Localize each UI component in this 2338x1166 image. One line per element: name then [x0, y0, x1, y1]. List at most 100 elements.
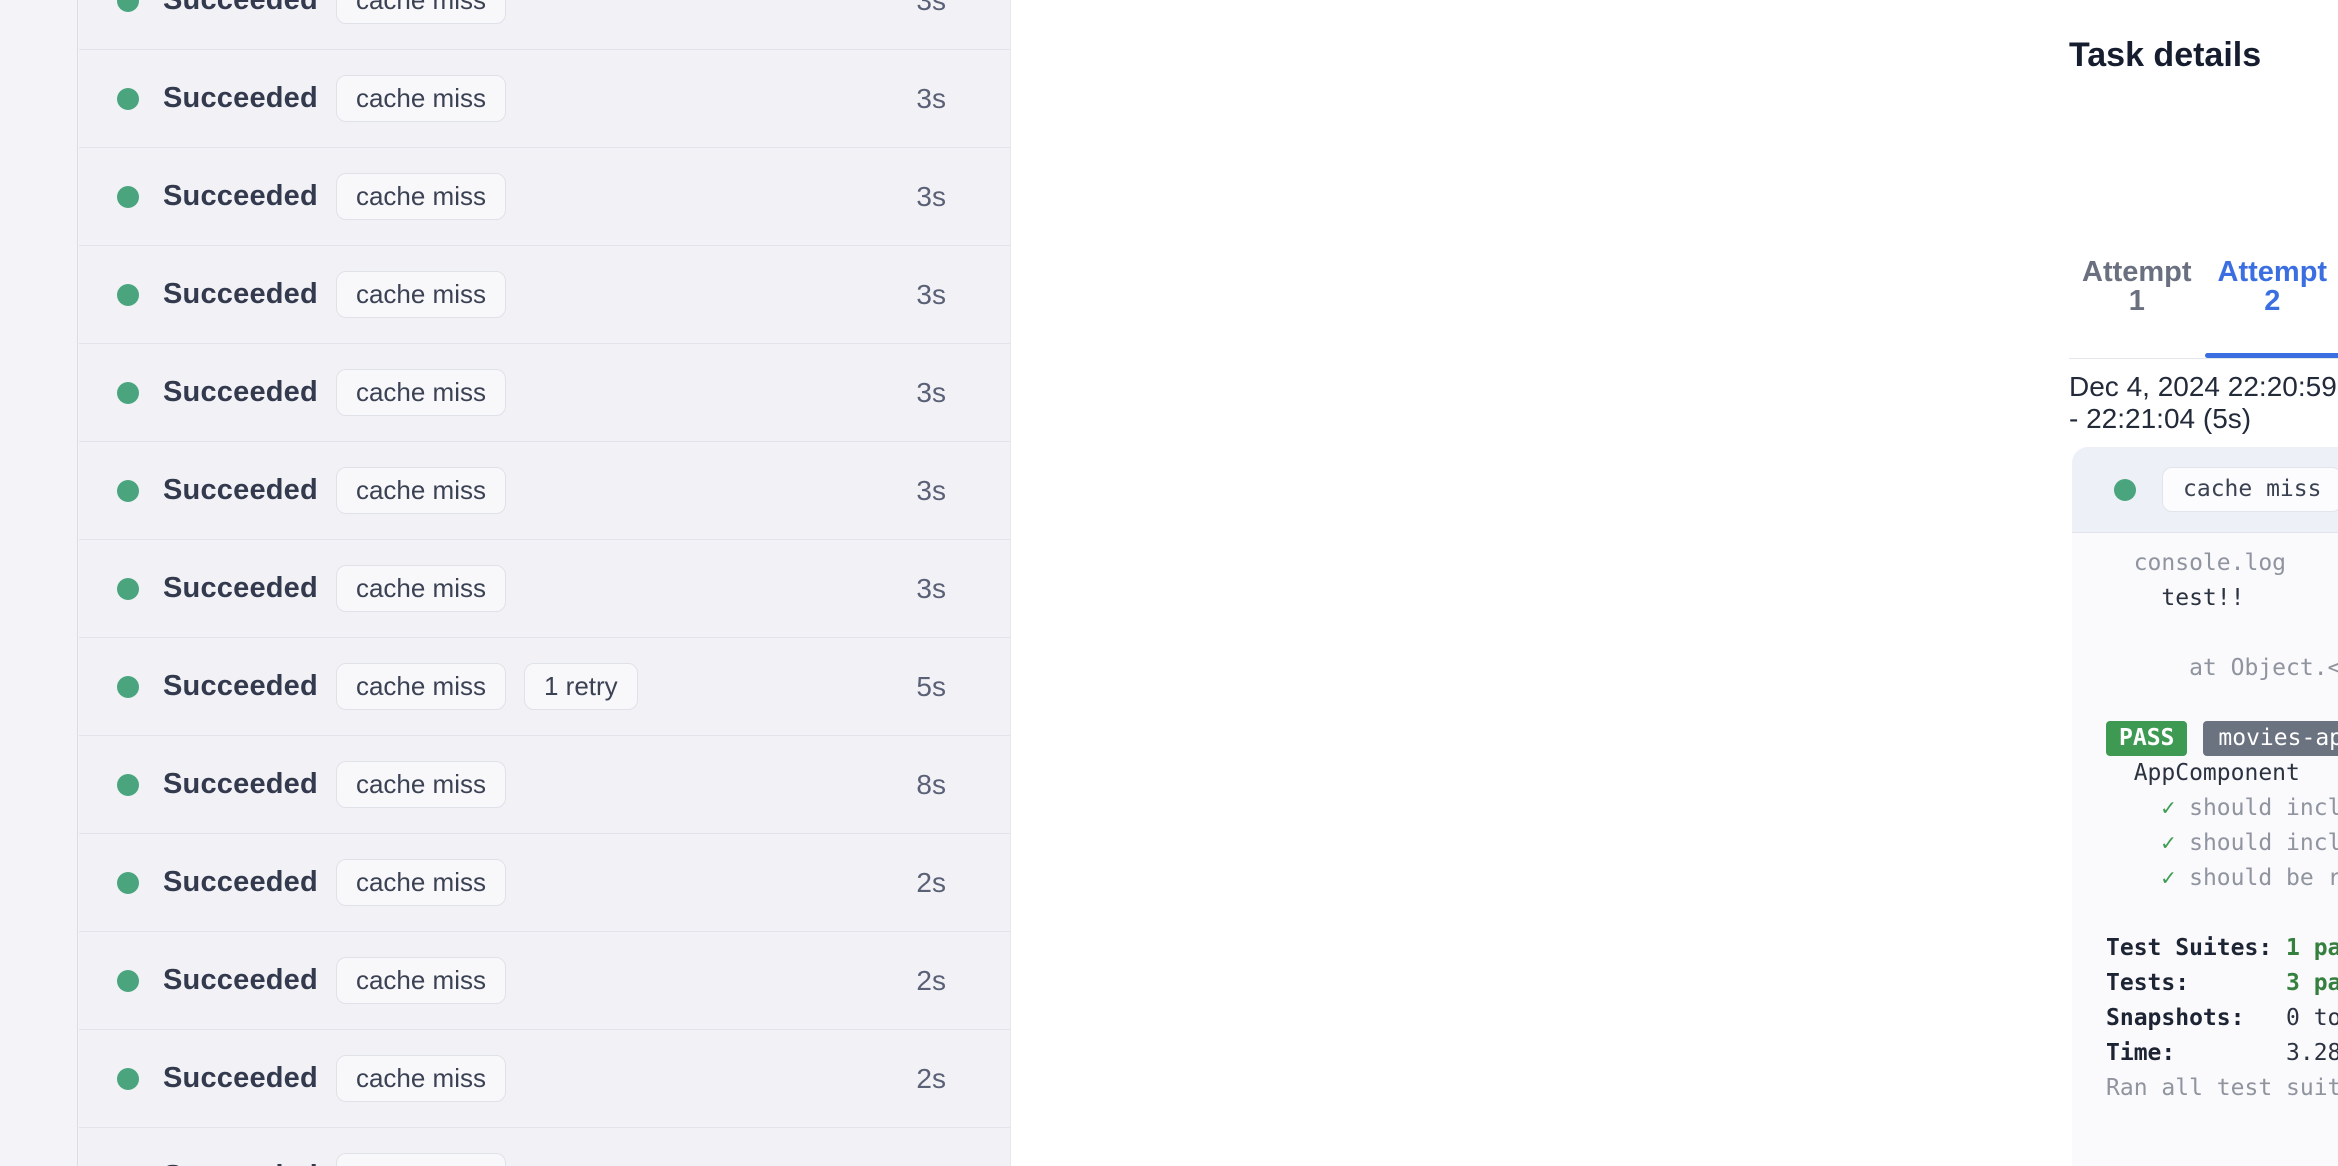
console-text: should include app-shell (84 ms): [2189, 795, 2338, 821]
cache-status-badge: cache miss: [335, 75, 506, 122]
task-row[interactable]: Succeeded cache miss 2s: [79, 834, 1010, 932]
status-label: Succeeded: [163, 1062, 318, 1094]
task-duration: 8s: [916, 768, 946, 800]
status-dot-icon: [2114, 478, 2136, 501]
status-dot-icon: [117, 969, 139, 992]
console-text: at Object.<anonymous> (src/app/app.compo…: [2189, 655, 2338, 681]
tab-attempt-1[interactable]: Attempt 1: [2069, 258, 2205, 358]
console-line: PASSmovies-appapps/movies-app/src/app/ap…: [2106, 721, 2338, 756]
cache-status-badge: cache miss: [335, 369, 506, 416]
task-duration: 3s: [916, 376, 946, 408]
cache-status-badge: cache miss: [335, 663, 506, 710]
terminal-output: console.log test!! at Object.<anonymous>…: [2072, 533, 2338, 1166]
cache-status-badge: cache miss: [335, 173, 506, 220]
console-text: console.log: [2106, 550, 2287, 576]
console-line: ✓ should include router-outlet (8 ms): [2106, 826, 2338, 861]
status-dot-icon: [117, 0, 139, 12]
console-line: Test Suites: 1 passed, 1 total: [2106, 931, 2338, 966]
console-text: ✓: [2161, 865, 2176, 891]
task-duration: 3s: [916, 278, 946, 310]
status-label: Succeeded: [163, 866, 318, 898]
task-details-panel: Task details Compare to similar tasks At…: [1010, 0, 2338, 1166]
console-text: 1 passed: [2286, 935, 2338, 961]
task-row[interactable]: Succeeded cache miss 2s: [79, 932, 1010, 1030]
task-row[interactable]: Succeeded cache miss 3s: [79, 246, 1010, 344]
task-duration: 3s: [916, 180, 946, 212]
attempt-tabs: Attempt 1 Attempt 2: [2069, 258, 2338, 359]
cache-status-badge: cache miss: [2162, 466, 2338, 513]
console-text: ✓: [2161, 830, 2176, 856]
status-label: Succeeded: [163, 0, 318, 16]
cache-status-badge: cache miss: [335, 1153, 506, 1166]
status-dot-icon: [117, 773, 139, 796]
pass-badge: PASS: [2106, 721, 2188, 756]
task-duration: 3s: [916, 474, 946, 506]
status-dot-icon: [117, 185, 139, 208]
status-dot-icon: [117, 871, 139, 894]
console-text: AppComponent: [2106, 760, 2300, 786]
tab-attempt-2[interactable]: Attempt 2: [2204, 258, 2338, 358]
status-label: Succeeded: [163, 278, 318, 310]
task-duration: 5s: [916, 670, 946, 702]
status-dot-icon: [117, 479, 139, 502]
console-line: [2106, 896, 2338, 931]
task-list: Succeeded cache miss 3s Succeeded cache miss…: [79, 0, 1010, 1166]
console-text: Tests:: [2106, 970, 2287, 996]
cache-status-badge: cache miss: [335, 859, 506, 906]
status-label: Succeeded: [163, 180, 318, 212]
console-text: [2106, 830, 2161, 856]
status-dot-icon: [117, 87, 139, 110]
console-line: console.log: [2106, 546, 2338, 581]
console-line: AppComponent: [2106, 756, 2338, 791]
retry-badge: 1 retry: [523, 663, 638, 710]
console-line: ✓ should include app-shell (84 ms): [2106, 791, 2338, 826]
status-label: Succeeded: [163, 964, 318, 996]
task-row[interactable]: Succeeded cache miss 2s: [79, 1030, 1010, 1128]
console-line: Tests: 3 passed, 3 total: [2106, 966, 2338, 1001]
status-label: Succeeded: [163, 82, 318, 114]
console-text: [2106, 865, 2161, 891]
status-label: Succeeded: [163, 572, 318, 604]
status-dot-icon: [117, 675, 139, 698]
cache-status-badge: cache miss: [335, 0, 506, 24]
task-duration: 2s: [916, 1062, 946, 1094]
console-text: [2106, 795, 2161, 821]
console-text: Test Suites:: [2106, 935, 2287, 961]
status-label: Succeeded: [163, 474, 318, 506]
task-duration: 3s: [916, 572, 946, 604]
task-row[interactable]: Succeeded cache miss 3s: [79, 540, 1010, 638]
task-list-panel: Succeeded cache miss 3s Succeeded cache miss…: [0, 0, 1010, 1166]
console-line: Time: 3.281 s: [2106, 1036, 2338, 1071]
task-row[interactable]: Succeeded cache miss 3s: [79, 442, 1010, 540]
cache-status-badge: cache miss: [335, 957, 506, 1004]
console-text: test!!: [2106, 585, 2245, 611]
attempt-date-range: Dec 4, 2024 22:20:59 - 22:21:04 (5s): [2069, 371, 2337, 434]
task-row[interactable]: Succeeded cache miss 3s: [79, 344, 1010, 442]
console-line: Snapshots: 0 total: [2106, 1001, 2338, 1036]
status-dot-icon: [117, 577, 139, 600]
task-row[interactable]: Succeeded cache miss 8s: [79, 736, 1010, 834]
task-row[interactable]: Succeeded cache miss: [79, 1128, 1010, 1166]
cache-status-badge: cache miss: [335, 761, 506, 808]
task-row[interactable]: Succeeded cache miss 3s: [79, 0, 1010, 50]
left-gutter: [0, 0, 78, 1166]
console-text: 3.281 s: [2286, 1040, 2338, 1066]
console-line: [2106, 686, 2338, 721]
status-label: Succeeded: [163, 768, 318, 800]
task-duration: 2s: [916, 964, 946, 996]
task-row[interactable]: Succeeded cache miss 3s: [79, 148, 1010, 246]
console-text: Ran all test suites.: [2106, 1075, 2338, 1101]
cache-status-badge: cache miss: [335, 467, 506, 514]
task-duration: 3s: [916, 82, 946, 114]
console-line: [2106, 616, 2338, 651]
task-duration: 3s: [916, 0, 946, 16]
cache-status-badge: cache miss: [335, 271, 506, 318]
task-row[interactable]: Succeeded cache miss 1 retry 5s: [79, 638, 1010, 736]
status-label: Succeeded: [163, 670, 318, 702]
cache-status-badge: cache miss: [335, 565, 506, 612]
task-row[interactable]: Succeeded cache miss 3s: [79, 50, 1010, 148]
task-card-header[interactable]: cache miss nx run movies-app:test: [2072, 447, 2338, 533]
status-dot-icon: [117, 1067, 139, 1090]
status-label: Succeeded: [163, 376, 318, 408]
